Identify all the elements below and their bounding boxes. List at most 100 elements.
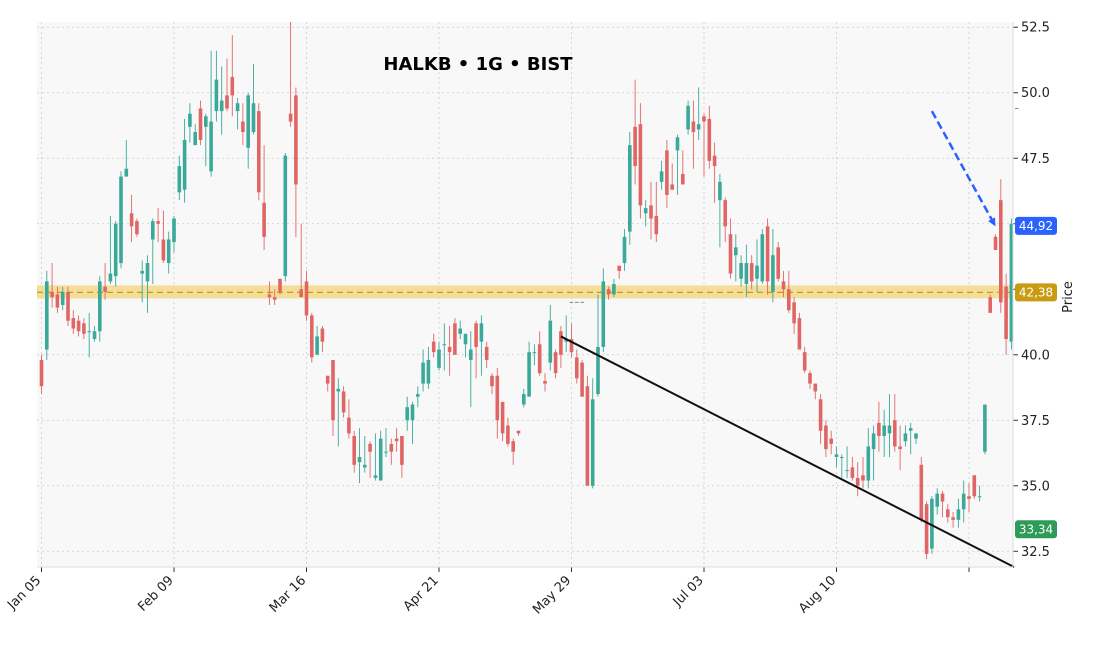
candle-body: [633, 126, 637, 167]
x-tick-label: Mar 16: [267, 573, 310, 616]
candles: [39, 22, 1019, 560]
candle-body: [596, 346, 600, 395]
candle-body: [696, 124, 701, 130]
price-tags: 44,92 42,38 33,34: [1015, 216, 1057, 539]
candle-body: [924, 504, 929, 554]
x-tick-label: Feb 09: [135, 573, 177, 615]
candle-body: [209, 121, 213, 172]
candle-body: [426, 360, 431, 384]
candle-body: [628, 145, 632, 232]
y-tick-label: 37.5: [1021, 414, 1050, 429]
y-tick-label: 32.5: [1021, 545, 1050, 560]
candle-body: [283, 155, 288, 277]
candle-body: [898, 446, 902, 450]
y-tick-label: 52.5: [1021, 21, 1050, 36]
candle-body: [532, 352, 537, 354]
candle-body: [887, 425, 892, 434]
candle-body: [235, 103, 240, 112]
candle-body: [564, 339, 568, 342]
candle-body: [877, 422, 881, 436]
candle-body: [744, 263, 749, 285]
candle-body: [447, 346, 452, 353]
trendline: [560, 335, 1015, 568]
candle-body: [850, 467, 855, 478]
candle-body: [267, 294, 272, 298]
candle-body: [500, 401, 505, 434]
candle-body: [193, 132, 197, 146]
candle-body: [108, 273, 113, 282]
candle-body: [829, 438, 833, 444]
y-tick-label: 50.0: [1021, 86, 1050, 101]
candle-body: [861, 475, 865, 481]
candle-body: [543, 380, 547, 384]
candle-body: [262, 202, 266, 237]
candle-body: [479, 323, 484, 342]
candle-body: [999, 200, 1003, 303]
candle-body: [113, 223, 118, 277]
candle-body: [490, 375, 494, 387]
candle-body: [940, 493, 945, 502]
candle-body: [484, 346, 489, 361]
candle-body: [712, 155, 717, 167]
candle-body: [310, 315, 314, 358]
candle-body: [257, 111, 261, 193]
candle-body: [723, 200, 727, 227]
candle-body: [845, 470, 849, 472]
candle-body: [622, 236, 627, 264]
candle-body: [1009, 223, 1014, 342]
candle-body: [421, 362, 425, 384]
candle-body: [71, 318, 76, 329]
candle-body: [87, 331, 91, 333]
candle-body: [855, 477, 860, 486]
price-tag: [1015, 520, 1057, 539]
candle-body: [373, 475, 378, 478]
candle-body: [808, 373, 812, 384]
candle-body: [522, 394, 526, 405]
y-tick-label: 35.0: [1021, 479, 1050, 494]
candle-body: [654, 215, 659, 235]
price-tag-label: 44,92: [1019, 219, 1053, 233]
candle-body: [977, 496, 982, 498]
candle-body: [394, 438, 399, 442]
candle-body: [495, 375, 500, 421]
level-band: [37, 285, 1013, 299]
candle-body: [866, 446, 871, 481]
candle-body: [956, 509, 961, 520]
candle-body: [802, 352, 807, 371]
candle-body: [453, 323, 457, 355]
y-tick-label: 47.5: [1021, 152, 1050, 167]
candle-body: [686, 105, 690, 130]
candle-body: [357, 456, 362, 463]
candle-body: [718, 181, 722, 201]
candle-body: [325, 375, 330, 384]
x-tick-label: Jul 03: [670, 573, 707, 610]
candle-body: [734, 247, 738, 256]
candle-body: [537, 344, 542, 374]
candle-body: [707, 118, 712, 161]
candle-body: [728, 234, 733, 274]
candle-body: [410, 404, 415, 421]
candle-body: [124, 168, 129, 177]
candle-body: [787, 289, 791, 311]
candle-body: [606, 289, 611, 295]
candle-body: [903, 433, 908, 442]
candle-body: [961, 493, 966, 510]
candle-body: [681, 173, 685, 185]
candle-body: [755, 265, 759, 279]
candle-body: [739, 263, 743, 279]
candle-body: [98, 281, 102, 332]
candle-body: [908, 428, 913, 431]
candle-body: [818, 399, 823, 431]
candle-body: [177, 166, 182, 193]
candle-body: [241, 121, 245, 133]
candle-body: [548, 320, 553, 363]
candle-body: [670, 184, 674, 190]
candle-body: [617, 265, 621, 271]
candle-body: [527, 352, 531, 397]
candle-body: [675, 137, 680, 151]
candle-body: [893, 420, 897, 447]
candle-body: [469, 349, 473, 361]
candle-body: [219, 100, 224, 112]
candle-body: [840, 456, 844, 458]
